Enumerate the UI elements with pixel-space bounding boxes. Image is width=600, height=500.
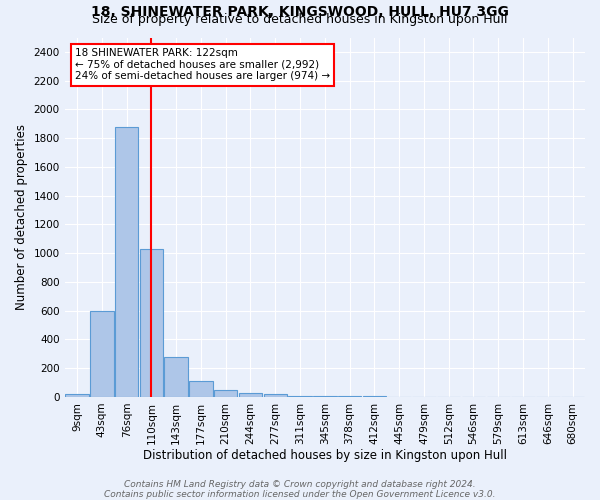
- Bar: [338, 396, 361, 397]
- Bar: [90, 310, 113, 397]
- Bar: [115, 126, 139, 397]
- Bar: [189, 381, 213, 397]
- Text: 18 SHINEWATER PARK: 122sqm
← 75% of detached houses are smaller (2,992)
24% of s: 18 SHINEWATER PARK: 122sqm ← 75% of deta…: [75, 48, 330, 82]
- Bar: [214, 390, 238, 397]
- Bar: [164, 356, 188, 397]
- Bar: [140, 249, 163, 397]
- Text: Size of property relative to detached houses in Kingston upon Hull: Size of property relative to detached ho…: [92, 12, 508, 26]
- Bar: [288, 396, 312, 397]
- X-axis label: Distribution of detached houses by size in Kingston upon Hull: Distribution of detached houses by size …: [143, 450, 507, 462]
- Y-axis label: Number of detached properties: Number of detached properties: [15, 124, 28, 310]
- Bar: [65, 394, 89, 397]
- Text: Contains HM Land Registry data © Crown copyright and database right 2024.
Contai: Contains HM Land Registry data © Crown c…: [104, 480, 496, 499]
- Bar: [239, 394, 262, 397]
- Bar: [263, 394, 287, 397]
- Bar: [313, 396, 337, 397]
- Text: 18, SHINEWATER PARK, KINGSWOOD, HULL, HU7 3GG: 18, SHINEWATER PARK, KINGSWOOD, HULL, HU…: [91, 5, 509, 19]
- Bar: [362, 396, 386, 397]
